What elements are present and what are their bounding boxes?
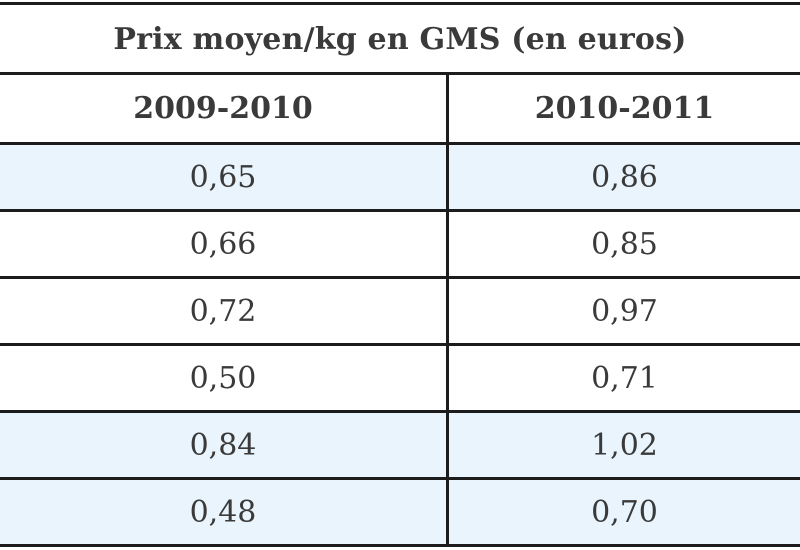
rule-below-header	[0, 142, 800, 145]
table-cell: 0,71	[591, 360, 658, 396]
table-row: 0,48 0,70	[0, 480, 800, 544]
table-cell: 0,50	[189, 360, 257, 396]
column-divider	[446, 72, 449, 547]
table-row: 0,66 0,85	[0, 212, 800, 276]
table-cell: 0,72	[189, 293, 257, 329]
row-divider	[0, 477, 800, 480]
table-row: 0,50 0,71	[0, 346, 800, 410]
row-divider	[0, 209, 800, 212]
table-title: Prix moyen/kg en GMS (en euros)	[113, 21, 687, 57]
row-divider	[0, 276, 800, 279]
table-cell: 1,02	[591, 427, 658, 463]
table-cell: 0,86	[591, 159, 658, 195]
table-cell: 0,97	[591, 293, 658, 329]
table-row: 0,72 0,97	[0, 279, 800, 343]
table-cell: 0,84	[189, 427, 257, 463]
table-cell: 0,66	[189, 226, 257, 262]
column-header-2009-2010: 2009-2010	[133, 91, 313, 126]
row-divider	[0, 410, 800, 413]
table-cell: 0,85	[591, 226, 658, 262]
table-row: 0,65 0,86	[0, 145, 800, 209]
column-header-2010-2011: 2010-2011	[534, 91, 715, 126]
rule-top	[0, 2, 800, 5]
table-cell: 0,48	[189, 494, 257, 530]
table-cell: 0,70	[591, 494, 658, 530]
row-divider	[0, 343, 800, 346]
table-cell: 0,65	[189, 159, 257, 195]
table-row: 0,84 1,02	[0, 413, 800, 477]
rule-bottom	[0, 544, 800, 547]
rule-below-title	[0, 72, 800, 75]
